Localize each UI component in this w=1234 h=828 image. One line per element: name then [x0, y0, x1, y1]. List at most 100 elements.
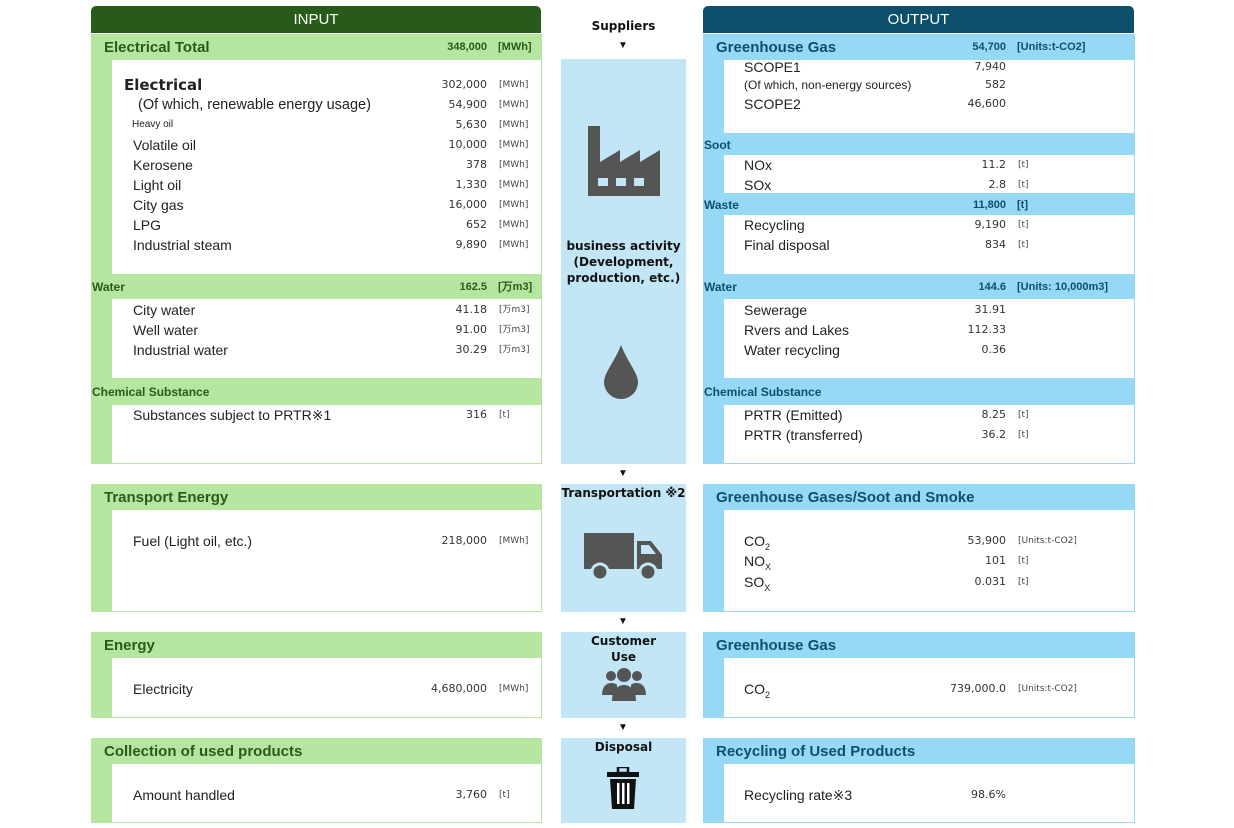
item-label: City water — [133, 300, 195, 320]
output-header: OUTPUT — [703, 6, 1134, 33]
customer-use-label: Customer Use — [590, 634, 657, 664]
item-label-text: Kerosene — [133, 157, 193, 173]
section-unit: [t] — [1017, 199, 1028, 211]
item-value: 4,680,000 — [431, 682, 487, 695]
item-value: 91.00 — [455, 323, 488, 336]
item-label-text: SOx — [744, 177, 772, 193]
input-header: INPUT — [91, 6, 541, 33]
section-unit: [Units:t-CO2] — [1017, 41, 1086, 53]
input-section: Water 162.5 [万m3] City water 41.18 [万m3] Well … — [91, 275, 542, 379]
suppliers-label: Suppliers — [591, 19, 656, 33]
item-unit: [MWh] — [499, 80, 529, 90]
section-side-strip — [92, 658, 112, 717]
item-label: Final disposal — [744, 235, 830, 255]
list-item: Kerosene 378 [MWh] — [92, 155, 541, 175]
section-title: Chemical Substance — [704, 385, 822, 399]
item-value: 54,900 — [448, 98, 488, 111]
output-section: Chemical Substance PRTR (Emitted) 8.25 [t] P… — [703, 379, 1135, 464]
item-unit: [万m3] — [499, 345, 530, 355]
arrow-down: ▼ — [618, 722, 628, 733]
item-label-text: Volatile oil — [133, 137, 197, 153]
item-value: 9,190 — [974, 218, 1007, 231]
list-item: Well water 91.00 [万m3] — [92, 320, 541, 340]
item-label: Recycling rate※3 — [744, 785, 852, 805]
list-item: City water 41.18 [万m3] — [92, 300, 541, 320]
item-unit: [MWh] — [499, 140, 529, 150]
item-value: 36.2 — [981, 428, 1007, 441]
item-value: 316 — [466, 408, 487, 421]
section-title: Water — [704, 280, 737, 294]
item-label: Water recycling — [744, 340, 840, 360]
output-section: Greenhouse Gases/Soot and Smoke CO2 53,900… — [703, 484, 1135, 612]
item-label: SOx — [744, 175, 771, 195]
output-section: Water 144.6 [Units: 10,000m3] Sewerage 31.91… — [703, 275, 1135, 379]
item-label-text: SCOPE1 — [744, 59, 801, 75]
item-unit: [Units:t-CO2] — [1018, 684, 1077, 694]
list-item: Industrial steam 9,890 [MWh] — [92, 235, 541, 255]
item-unit: [万m3] — [499, 305, 530, 315]
item-value: 11.2 — [981, 158, 1007, 171]
item-unit: [t] — [1018, 576, 1029, 587]
list-item: NOX 101 [t] — [704, 551, 1134, 572]
section-body — [112, 299, 541, 378]
section-side-strip — [704, 510, 724, 611]
section-body — [724, 215, 1134, 274]
section-header: Greenhouse Gases/Soot and Smoke — [704, 485, 1134, 510]
item-label-text: LPG — [133, 217, 162, 233]
list-item: Water recycling 0.36 — [704, 340, 1134, 360]
list-item: Industrial water 30.29 [万m3] — [92, 340, 541, 360]
section-side-strip — [92, 510, 112, 611]
item-label: Heavy oil — [132, 115, 173, 135]
item-label-text: Fuel (Light oil, etc.) — [133, 533, 253, 549]
item-unit: [t] — [1018, 160, 1029, 170]
item-label: Industrial water — [133, 340, 228, 360]
item-unit: [t] — [499, 790, 510, 800]
arrow-down: ▼ — [618, 616, 628, 627]
section-header: Water 144.6 [Units: 10,000m3] — [704, 276, 1134, 299]
item-value: 834 — [985, 238, 1006, 251]
section-title: Energy — [104, 637, 155, 654]
item-label-text: Final disposal — [744, 237, 830, 253]
item-label: CO2 — [744, 679, 770, 705]
item-value: 5,630 — [455, 118, 488, 131]
section-side-strip — [92, 764, 112, 822]
output-section: Greenhouse Gas 54,700 [Units:t-CO2] SCOPE1 7… — [703, 34, 1135, 134]
section-header: Transport Energy — [92, 485, 541, 510]
item-label-text: Rvers and Lakes — [744, 322, 850, 338]
item-value: 16,000 — [448, 198, 488, 211]
item-label-subscript: X — [765, 561, 772, 572]
item-label: (Of which, non-energy sources) — [744, 76, 911, 94]
section-side-strip — [704, 60, 724, 133]
list-item: Sewerage 31.91 — [704, 300, 1134, 320]
section-header: Water 162.5 [万m3] — [92, 276, 541, 299]
list-item: (Of which, renewable energy usage) 54,900… — [92, 95, 541, 115]
item-label-text: Substances subject to PRTR※1 — [133, 407, 332, 423]
section-body — [112, 764, 541, 822]
list-item: SOX 0.031 [t] — [704, 572, 1134, 593]
item-value: 98.6% — [971, 788, 1006, 801]
item-unit: [MWh] — [499, 220, 529, 230]
item-label-text: City water — [133, 302, 196, 318]
list-item: Light oil 1,330 [MWh] — [92, 175, 541, 195]
item-unit: [t] — [1018, 220, 1029, 230]
item-label-text: Amount handled — [133, 787, 235, 803]
list-item: Electrical 302,000 [MWh] — [92, 75, 541, 95]
output-section: Recycling of Used Products Recycling rate… — [703, 738, 1135, 823]
section-title: Recycling of Used Products — [716, 743, 916, 760]
list-item: Electricity 4,680,000 [MWh] — [92, 679, 541, 699]
item-value: 218,000 — [441, 534, 488, 547]
item-label: Amount handled — [133, 785, 235, 805]
section-title: Chemical Substance — [92, 385, 210, 399]
item-label-text: PRTR (transferred) — [744, 427, 863, 443]
item-label-text: Recycling rate※3 — [744, 787, 853, 803]
item-unit: [t] — [1018, 180, 1029, 190]
list-item: PRTR (Emitted) 8.25 [t] — [704, 405, 1134, 425]
list-item: Substances subject to PRTR※1 316 [t] — [92, 405, 541, 425]
item-unit: [Units:t-CO2] — [1018, 536, 1077, 546]
item-label: SCOPE2 — [744, 94, 801, 114]
list-item: Volatile oil 10,000 [MWh] — [92, 135, 541, 155]
item-value: 2.8 — [988, 178, 1007, 191]
section-title: Greenhouse Gas — [716, 39, 837, 56]
item-label: Sewerage — [744, 300, 807, 320]
item-label-text: NO — [744, 553, 765, 569]
